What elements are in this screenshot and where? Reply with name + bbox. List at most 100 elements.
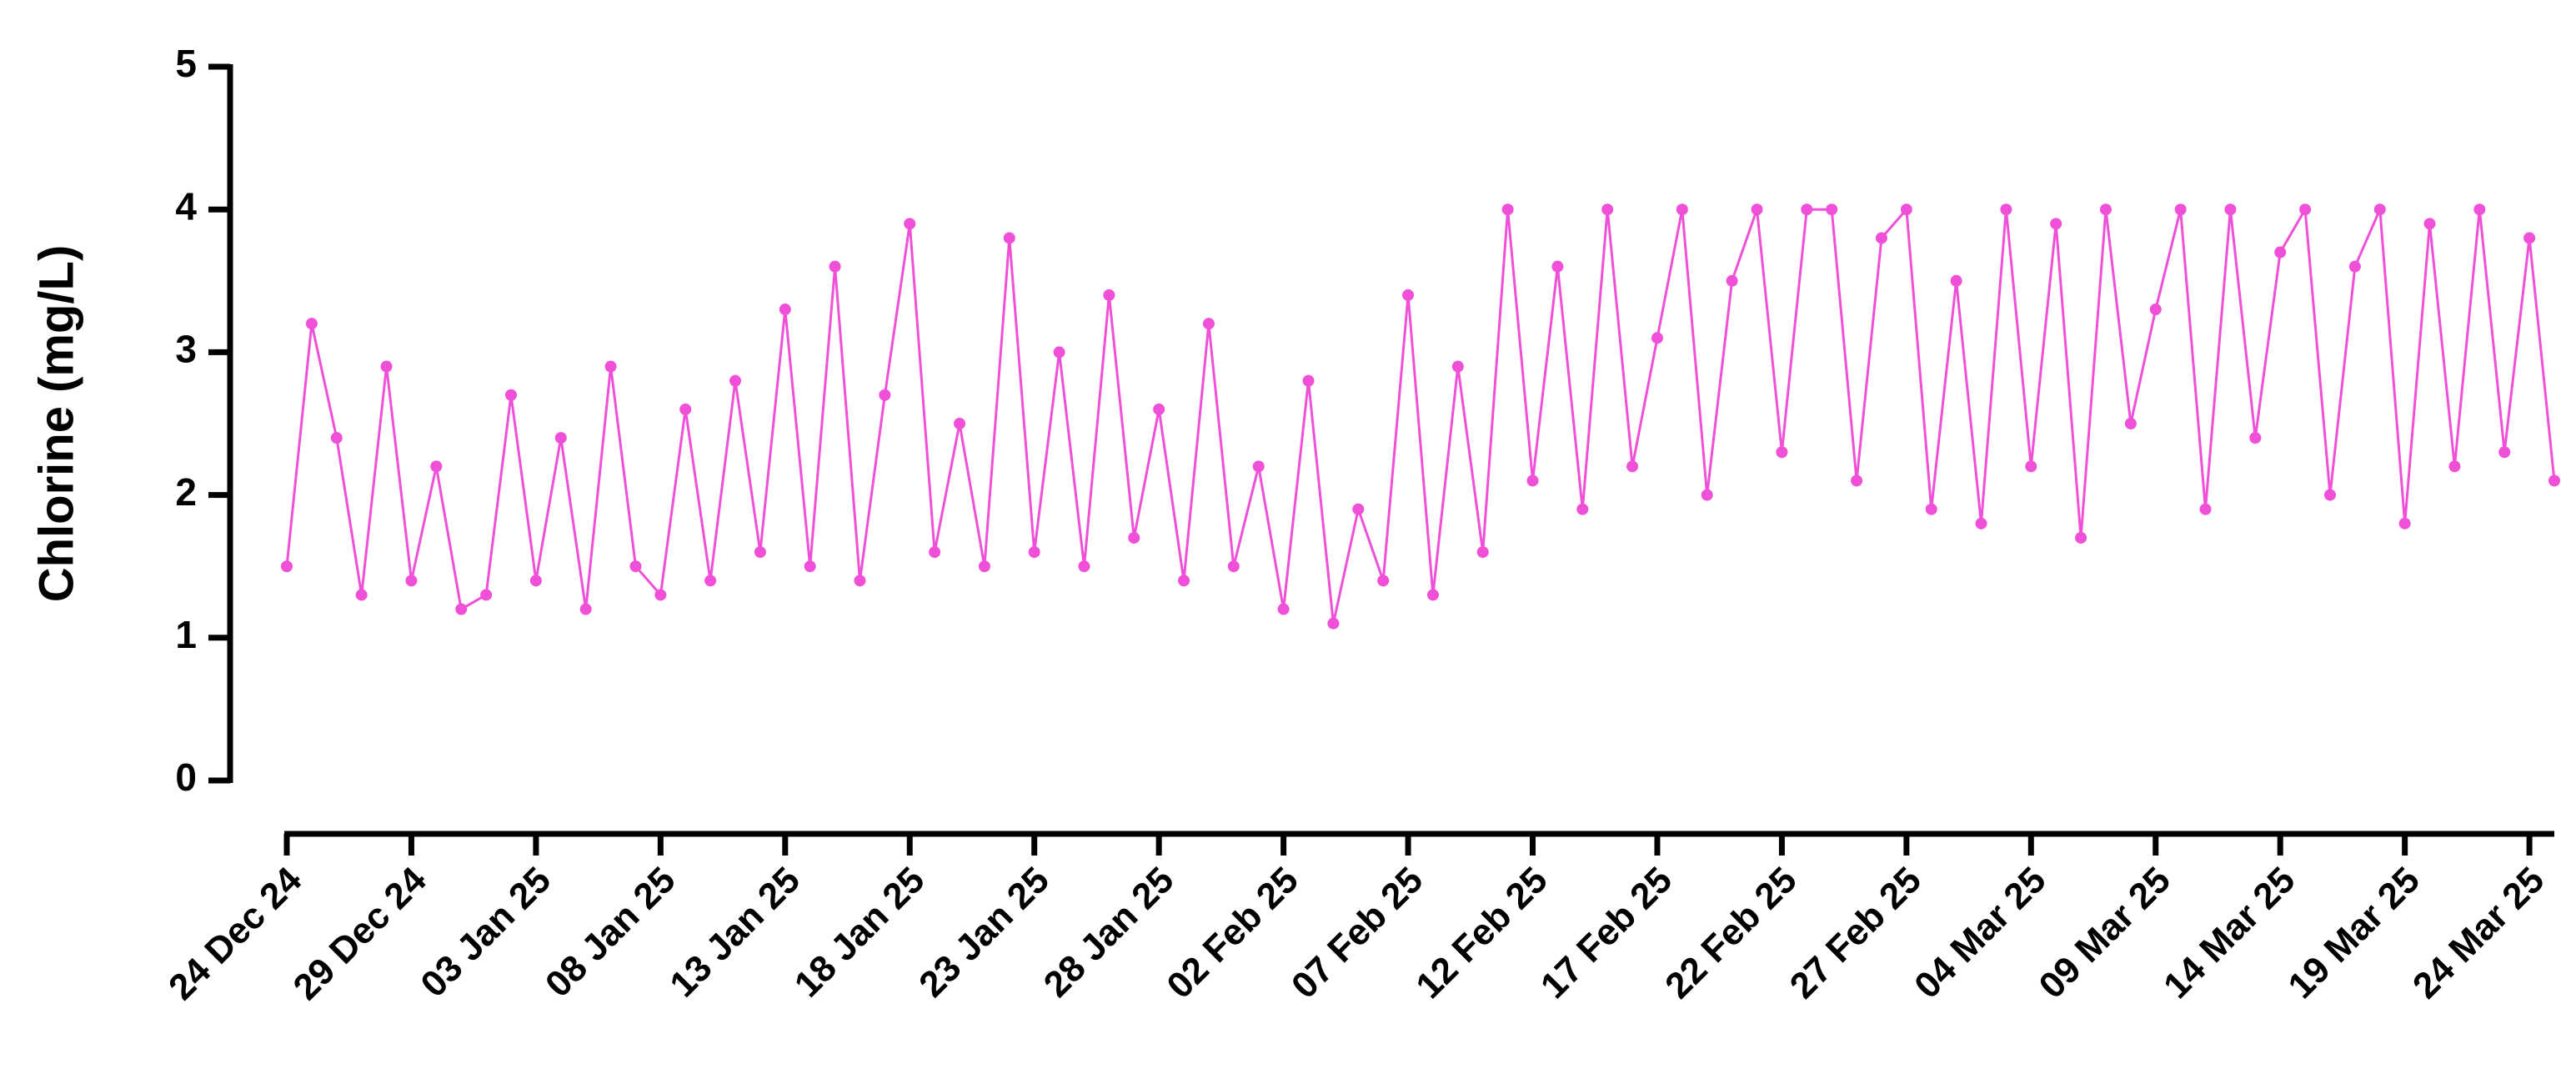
x-tick-label: 03 Jan 25 [413,860,559,1006]
data-point [1202,318,1215,330]
data-point [1576,503,1589,515]
data-point [704,575,717,587]
data-point [2323,489,2336,501]
y-tick-label: 2 [175,470,197,514]
data-point [1451,360,1464,373]
data-point [1128,531,1140,544]
data-point [2075,531,2087,544]
data-point [1875,232,1887,244]
data-point [2523,232,2536,244]
data-point [1925,503,1937,515]
data-point [804,560,816,573]
x-tick-label: 08 Jan 25 [538,860,684,1006]
data-point [2249,432,2262,444]
data-point [2050,218,2062,230]
y-tick-label: 1 [175,613,197,656]
data-point [1352,503,1365,515]
data-point [355,589,368,601]
data-point [2199,503,2212,515]
data-point [2224,203,2237,216]
x-tick-label: 27 Feb 25 [1782,860,1929,1006]
data-point [1277,603,1290,615]
data-point [2149,304,2162,316]
data-point [604,360,617,373]
x-tick-label: 29 Dec 24 [286,859,435,1008]
data-point [1153,403,1165,415]
data-point [2025,460,2037,473]
x-tick-label: 19 Mar 25 [2280,860,2427,1006]
x-tick-label: 18 Jan 25 [787,860,933,1006]
x-tick-label: 02 Feb 25 [1159,860,1306,1006]
data-point [2423,218,2436,230]
data-point [2299,203,2312,216]
data-point [1327,617,1340,630]
y-tick-label: 5 [175,42,197,85]
data-point [455,603,468,615]
data-point [629,560,642,573]
data-point [1028,546,1040,559]
x-tick-label: 09 Mar 25 [2032,860,2178,1006]
data-point [330,432,343,444]
data-point [2498,446,2511,459]
data-point [2099,203,2112,216]
data-point [1776,446,1788,459]
data-point [1975,517,1987,529]
y-tick-label: 0 [175,755,197,799]
x-tick-label: 04 Mar 25 [1907,860,2053,1006]
data-point [1701,489,1713,501]
data-point [954,418,966,429]
data-point [2398,517,2411,529]
data-point [2548,474,2560,487]
x-tick-label: 17 Feb 25 [1533,860,1680,1006]
data-point [1676,203,1688,216]
data-point [1003,232,1015,244]
x-tick-label: 23 Jan 25 [911,860,1057,1006]
data-point [1950,274,1962,287]
data-point [1078,560,1090,573]
data-point [1626,460,1639,473]
data-point [2124,418,2137,429]
data-point [2348,260,2361,273]
data-point [829,260,841,273]
data-point [2174,203,2187,216]
data-point [1801,203,1813,216]
x-tick-label: 28 Jan 25 [1036,860,1182,1006]
data-point [281,560,293,573]
data-point [1402,289,1415,301]
x-tick-label: 13 Jan 25 [662,860,808,1006]
data-point [679,403,692,415]
data-point [380,360,393,373]
data-point [1826,203,1838,216]
data-point [1851,474,1863,487]
x-tick-label: 22 Feb 25 [1657,860,1804,1006]
data-point [405,575,418,587]
data-point [430,460,443,473]
data-point [1302,374,1315,387]
data-point [729,374,742,387]
data-point [2448,460,2461,473]
data-point [505,389,518,401]
data-point [904,218,916,230]
data-point [2274,246,2287,258]
data-point [929,546,941,559]
data-point [2000,203,2012,216]
y-tick-label: 3 [175,328,197,371]
data-point [754,546,766,559]
data-point [1053,346,1065,359]
data-point [1426,589,1439,601]
data-point [529,575,542,587]
data-point [1178,575,1190,587]
data-point [2373,203,2386,216]
data-point [779,304,791,316]
data-point [1726,274,1738,287]
data-point [1900,203,1912,216]
data-point [1501,203,1514,216]
x-tick-label: 14 Mar 25 [2156,860,2303,1006]
x-tick-label: 24 Mar 25 [2405,860,2552,1006]
data-point [480,589,493,601]
data-point [1651,332,1663,344]
data-point [1526,474,1539,487]
data-point [1476,546,1489,559]
y-axis-label: Chlorine (mg/L) [29,245,83,603]
